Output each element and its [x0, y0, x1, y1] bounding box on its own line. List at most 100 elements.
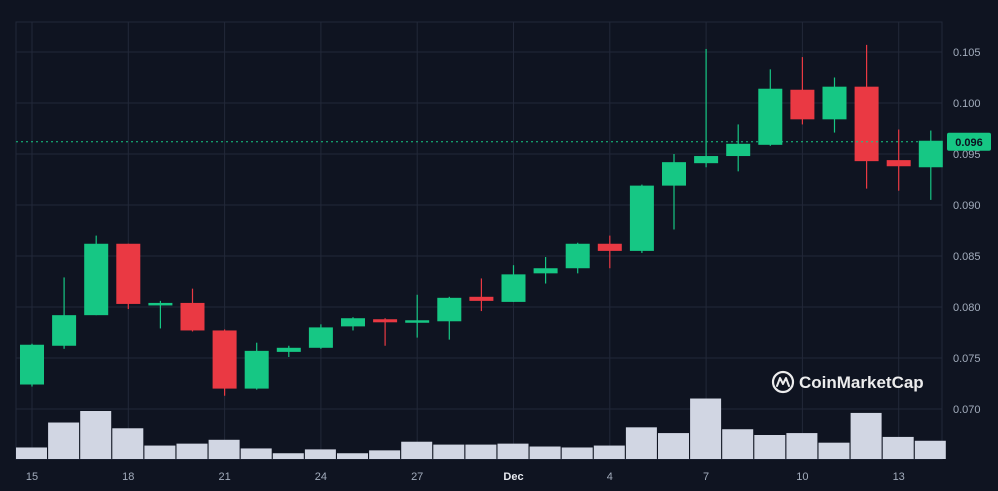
candle-body: [84, 243, 109, 316]
y-axis-ticks: 0.105 0.100 0.095 0.090 0.085 0.080 0.075 0.070: [953, 47, 981, 416]
candle: [533, 257, 558, 284]
volume-bar: [850, 412, 882, 459]
candle: [116, 243, 141, 310]
volume-bar: [112, 428, 144, 459]
volume-bar: [80, 411, 112, 459]
y-tick-label: 0.075: [953, 353, 981, 365]
candle-body: [822, 86, 847, 120]
candle-body: [116, 243, 141, 304]
candle: [20, 343, 44, 387]
candle: [918, 130, 943, 200]
candles: [20, 44, 943, 396]
candle-body: [180, 302, 205, 331]
volume-bar: [658, 433, 689, 459]
volume-bar: [914, 440, 946, 459]
candle: [469, 278, 494, 312]
candle: [437, 296, 462, 340]
candle-body: [341, 318, 365, 327]
candle-body: [533, 268, 558, 274]
candle: [405, 294, 430, 338]
watermark: CoinMarketCap: [771, 370, 924, 394]
volume-bar: [465, 444, 497, 459]
volume-bar: [497, 443, 529, 459]
volume-bar: [433, 444, 465, 459]
volume-bar: [240, 448, 272, 459]
candle-body: [244, 350, 269, 389]
volume-bar: [593, 445, 625, 459]
candle: [148, 300, 173, 329]
candle: [758, 69, 783, 146]
candle-body: [148, 302, 173, 306]
candle: [565, 242, 590, 274]
y-tick-label: 0.095: [953, 149, 981, 161]
volume-bar: [144, 445, 176, 459]
candle-body: [20, 344, 44, 385]
current-price-label: 0.096: [955, 137, 983, 149]
volume-bar: [754, 435, 786, 459]
candle: [308, 324, 333, 349]
volume-bar: [690, 398, 722, 459]
y-tick-label: 0.105: [953, 47, 981, 59]
x-grid-lines: [31, 22, 900, 459]
watermark-text: CoinMarketCap: [799, 373, 924, 392]
candle-body: [308, 327, 333, 348]
y-tick-label: 0.070: [953, 404, 981, 416]
volume-bar: [529, 446, 561, 459]
y-tick-label: 0.090: [953, 200, 981, 212]
candle: [822, 77, 847, 133]
candle-body: [854, 86, 879, 162]
candle: [629, 184, 654, 253]
candle: [694, 48, 719, 168]
candle-body: [918, 140, 943, 168]
candle-body: [758, 88, 783, 145]
x-tick-label: 7: [703, 471, 709, 483]
candle-body: [373, 319, 398, 323]
candle: [244, 342, 269, 390]
candle-body: [790, 89, 815, 120]
volume-bar: [176, 443, 208, 459]
candle-body: [52, 315, 77, 346]
volume-bar: [818, 442, 850, 459]
volume-bar: [16, 447, 47, 459]
candle: [180, 288, 205, 332]
candle: [790, 57, 815, 125]
volume-bar: [337, 453, 368, 459]
candle: [501, 265, 526, 302]
candle: [276, 345, 301, 357]
candle: [84, 235, 109, 316]
candle: [662, 154, 686, 230]
x-tick-label: 13: [893, 471, 905, 483]
current-price-tag-bg: [947, 132, 991, 151]
candle-body: [694, 156, 719, 164]
candle-body: [629, 185, 654, 251]
x-tick-label: 27: [411, 471, 423, 483]
candle: [341, 317, 365, 331]
volume-bar: [882, 436, 914, 459]
volume-bar: [786, 433, 818, 459]
x-tick-label: 4: [607, 471, 613, 483]
candle-body: [437, 297, 462, 322]
candle: [886, 129, 911, 191]
candle-body: [886, 160, 911, 167]
volume-bar: [722, 429, 754, 459]
plot-border: [15, 21, 943, 460]
volume-bar: [401, 441, 433, 459]
candle-body: [565, 243, 590, 269]
current-price-tag: 0.096: [947, 132, 991, 151]
candle: [854, 44, 879, 189]
candle-body: [469, 296, 494, 301]
y-tick-label: 0.080: [953, 302, 981, 314]
candle: [212, 329, 237, 396]
volume-bar: [625, 427, 657, 459]
volume-bar: [208, 439, 240, 459]
candle: [726, 124, 751, 172]
volume-bar: [304, 449, 336, 459]
candle: [52, 277, 77, 349]
volume-bars: [16, 398, 946, 459]
candle-body: [276, 347, 301, 352]
x-tick-label: Dec: [503, 471, 523, 483]
candle-body: [405, 320, 430, 323]
candle-body: [212, 330, 237, 389]
